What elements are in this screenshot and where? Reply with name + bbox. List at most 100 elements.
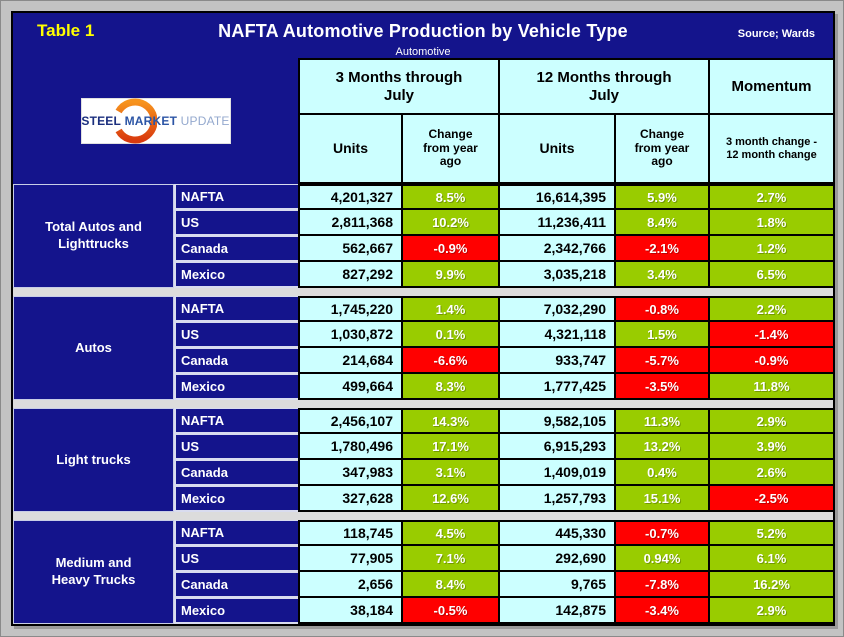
cell-change-12mo: 0.4% [614, 460, 708, 486]
cell-units-3mo: 38,184 [298, 598, 401, 624]
cell-units-3mo: 118,745 [298, 520, 401, 546]
cell-change-3mo: -0.5% [401, 598, 498, 624]
cell-momentum: 1.8% [708, 210, 833, 236]
nafta-production-table: Table 1 NAFTA Automotive Production by V… [11, 11, 835, 626]
cell-change-3mo: 8.5% [401, 184, 498, 210]
region-label: Canada [174, 236, 298, 262]
cell-change-3mo: 0.1% [401, 322, 498, 348]
cell-momentum: 2.7% [708, 184, 833, 210]
cell-units-3mo: 1,780,496 [298, 434, 401, 460]
cell-momentum: 6.5% [708, 262, 833, 288]
region-label: US [174, 210, 298, 236]
group-separator [13, 400, 833, 408]
region-label: Mexico [174, 262, 298, 288]
steel-market-update-logo: STEEL MARKET UPDATE [81, 98, 230, 144]
cell-units-12mo: 7,032,290 [498, 296, 614, 322]
logo-word-update: UPDATE [180, 114, 230, 128]
cell-units-12mo: 4,321,118 [498, 322, 614, 348]
cell-units-3mo: 4,201,327 [298, 184, 401, 210]
cell-change-12mo: -0.7% [614, 520, 708, 546]
group-label: Medium and Heavy Trucks [13, 520, 174, 624]
cell-momentum: 2.2% [708, 296, 833, 322]
group-separator [13, 288, 833, 296]
cell-units-12mo: 9,765 [498, 572, 614, 598]
group-light-trucks: Light trucks NAFTA 2,456,107 14.3% 9,582… [13, 408, 833, 512]
cell-units-12mo: 1,409,019 [498, 460, 614, 486]
header-3-months-through-july: 3 Months through July [298, 58, 498, 115]
cell-units-3mo: 214,684 [298, 348, 401, 374]
cell-momentum: 3.9% [708, 434, 833, 460]
cell-units-3mo: 562,667 [298, 236, 401, 262]
cell-momentum: 11.8% [708, 374, 833, 400]
group-total-autos-lighttrucks: Total Autos and Lighttrucks NAFTA 4,201,… [13, 184, 833, 288]
cell-change-3mo: 3.1% [401, 460, 498, 486]
cell-change-12mo: 1.5% [614, 322, 708, 348]
region-label: Mexico [174, 374, 298, 400]
cell-change-12mo: -3.4% [614, 598, 708, 624]
region-label: NAFTA [174, 296, 298, 322]
title-bar: Table 1 NAFTA Automotive Production by V… [13, 13, 833, 58]
cell-units-12mo: 933,747 [498, 348, 614, 374]
cell-change-12mo: -5.7% [614, 348, 708, 374]
cell-change-3mo: 7.1% [401, 546, 498, 572]
cell-units-12mo: 1,777,425 [498, 374, 614, 400]
group-separator [13, 512, 833, 520]
cell-change-3mo: 12.6% [401, 486, 498, 512]
cell-units-12mo: 16,614,395 [498, 184, 614, 210]
cell-units-3mo: 499,664 [298, 374, 401, 400]
cell-change-12mo: -7.8% [614, 572, 708, 598]
cell-change-3mo: 9.9% [401, 262, 498, 288]
cell-units-3mo: 2,456,107 [298, 408, 401, 434]
cell-units-3mo: 327,628 [298, 486, 401, 512]
logo-word-market: MARKET [124, 114, 178, 128]
header-units-12mo: Units [498, 115, 614, 184]
cell-change-12mo: 11.3% [614, 408, 708, 434]
table-header: STEEL MARKET UPDATE 3 Months through Jul… [13, 58, 833, 184]
cell-units-12mo: 292,690 [498, 546, 614, 572]
header-units-3mo: Units [298, 115, 401, 184]
cell-change-12mo: 15.1% [614, 486, 708, 512]
logo-word-steel: STEEL [81, 114, 122, 128]
logo-crescent-icon [115, 98, 157, 144]
cell-change-3mo: 14.3% [401, 408, 498, 434]
cell-units-12mo: 142,875 [498, 598, 614, 624]
cell-units-12mo: 3,035,218 [498, 262, 614, 288]
region-label: Canada [174, 572, 298, 598]
group-label: Total Autos and Lighttrucks [13, 184, 174, 288]
cell-units-12mo: 9,582,105 [498, 408, 614, 434]
region-label: US [174, 546, 298, 572]
cell-units-3mo: 827,292 [298, 262, 401, 288]
cell-units-3mo: 1,745,220 [298, 296, 401, 322]
cell-change-3mo: 8.3% [401, 374, 498, 400]
cell-momentum: 16.2% [708, 572, 833, 598]
cell-units-3mo: 1,030,872 [298, 322, 401, 348]
cell-change-3mo: 17.1% [401, 434, 498, 460]
cell-momentum: 1.2% [708, 236, 833, 262]
region-label: Canada [174, 348, 298, 374]
cell-momentum: -1.4% [708, 322, 833, 348]
cell-change-12mo: 0.94% [614, 546, 708, 572]
group-label: Light trucks [13, 408, 174, 512]
cell-change-12mo: 8.4% [614, 210, 708, 236]
group-autos: Autos NAFTA 1,745,220 1.4% 7,032,290 -0.… [13, 296, 833, 400]
region-label: NAFTA [174, 520, 298, 546]
region-label: Canada [174, 460, 298, 486]
header-change-3mo: Change from year ago [401, 115, 498, 184]
cell-units-3mo: 77,905 [298, 546, 401, 572]
group-medium-heavy-trucks: Medium and Heavy Trucks NAFTA 118,745 4.… [13, 520, 833, 624]
logo-text: STEEL MARKET UPDATE [81, 114, 229, 128]
cell-change-12mo: -0.8% [614, 296, 708, 322]
cell-change-3mo: 8.4% [401, 572, 498, 598]
cell-change-12mo: 3.4% [614, 262, 708, 288]
cell-momentum: 2.9% [708, 408, 833, 434]
cell-change-12mo: 13.2% [614, 434, 708, 460]
cell-units-12mo: 2,342,766 [498, 236, 614, 262]
cell-change-3mo: -6.6% [401, 348, 498, 374]
table-number-label: Table 1 [37, 21, 95, 40]
cell-units-3mo: 2,811,368 [298, 210, 401, 236]
header-momentum: Momentum [708, 58, 833, 115]
cell-momentum: -2.5% [708, 486, 833, 512]
header-change-12mo: Change from year ago [614, 115, 708, 184]
region-label: NAFTA [174, 184, 298, 210]
